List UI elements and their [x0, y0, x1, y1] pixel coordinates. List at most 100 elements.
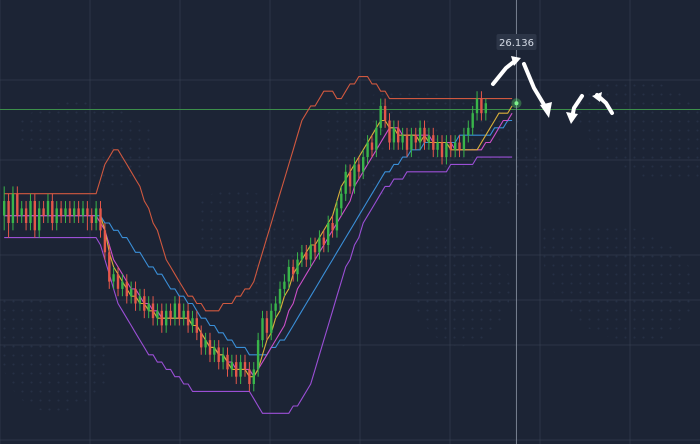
arrow-head: [566, 112, 578, 124]
candle: [344, 164, 347, 202]
candle: [283, 274, 286, 297]
candle-body: [256, 340, 260, 370]
candle-body: [353, 164, 356, 187]
candle-body: [7, 201, 10, 223]
candle: [256, 332, 260, 377]
candle: [195, 310, 198, 341]
candle: [383, 98, 387, 128]
candle: [165, 303, 168, 333]
candle: [331, 215, 334, 238]
candle: [143, 288, 146, 319]
candle: [178, 296, 181, 326]
crosshair: [511, 0, 522, 444]
candle-body: [143, 296, 146, 311]
candle: [134, 281, 137, 311]
candle-body: [239, 362, 242, 377]
candle-body: [270, 310, 273, 333]
candle-body: [480, 98, 483, 114]
candle: [313, 237, 317, 260]
candle-body: [278, 288, 282, 304]
candle: [401, 127, 404, 150]
candle-body: [147, 303, 150, 311]
candle-body: [208, 340, 212, 355]
candle: [270, 303, 273, 341]
candle: [423, 120, 426, 150]
candle-body: [484, 103, 487, 114]
candle-body: [397, 127, 400, 143]
candles: [3, 91, 487, 392]
candle: [418, 120, 422, 150]
candle: [200, 325, 203, 355]
candle: [51, 193, 54, 231]
candle-body: [99, 208, 102, 231]
candle-body: [283, 281, 286, 289]
candle: [108, 244, 111, 289]
candle-body: [287, 266, 290, 282]
candle-body: [449, 142, 452, 150]
candle-body: [178, 303, 181, 319]
candle-body: [68, 208, 72, 216]
candle: [248, 362, 251, 392]
candle: [327, 215, 330, 253]
candle: [449, 135, 452, 158]
candle: [467, 120, 470, 143]
candle: [99, 201, 102, 238]
candle: [300, 244, 304, 267]
candle: [340, 186, 343, 216]
candle: [46, 193, 50, 223]
candle-body: [370, 142, 374, 150]
candle: [160, 303, 163, 333]
hand-drawn-arrow: [491, 56, 521, 86]
candle: [454, 135, 457, 158]
candle-body: [191, 318, 194, 326]
hand-drawn-arrow: [522, 62, 552, 118]
candle: [414, 127, 417, 150]
candle-body: [357, 164, 360, 172]
candle-body: [86, 208, 89, 216]
candle: [484, 98, 487, 121]
hand-drawn-arrow: [566, 94, 584, 124]
candle-body: [29, 201, 32, 223]
candle: [458, 135, 461, 158]
candle: [221, 347, 225, 370]
candle-body: [475, 98, 479, 114]
candle: [243, 354, 247, 377]
candle: [208, 332, 212, 363]
world-map-watermark: [0, 79, 700, 412]
candle: [59, 201, 63, 223]
candle-body: [445, 142, 448, 158]
candle: [121, 274, 124, 297]
candle-body: [221, 354, 225, 363]
candle-body: [401, 135, 404, 143]
candle-body: [313, 245, 317, 253]
candle-body: [11, 193, 15, 223]
candle-body: [427, 135, 431, 143]
candle: [265, 310, 269, 341]
arrow-head: [511, 56, 521, 66]
candle: [375, 120, 378, 158]
candle-body: [33, 201, 36, 231]
candle-body: [116, 274, 120, 289]
candle-body: [46, 201, 50, 216]
candle-body: [462, 135, 466, 150]
candle-body: [138, 296, 142, 304]
candle-body: [305, 252, 308, 260]
candle: [94, 201, 98, 231]
candle: [252, 362, 255, 392]
candle: [366, 135, 369, 165]
candle-body: [375, 127, 378, 150]
crosshair-dot: [514, 101, 519, 106]
candle-body: [156, 310, 159, 319]
candle-body: [362, 157, 365, 172]
hand-drawn-arrow: [592, 92, 614, 115]
candle-body: [265, 318, 269, 333]
candle-body: [292, 266, 295, 275]
candle: [318, 230, 321, 260]
candle: [440, 135, 444, 165]
candle-body: [160, 310, 163, 326]
candle-body: [436, 142, 439, 150]
candle: [309, 237, 312, 267]
candle: [64, 201, 67, 223]
candle-body: [235, 362, 238, 377]
